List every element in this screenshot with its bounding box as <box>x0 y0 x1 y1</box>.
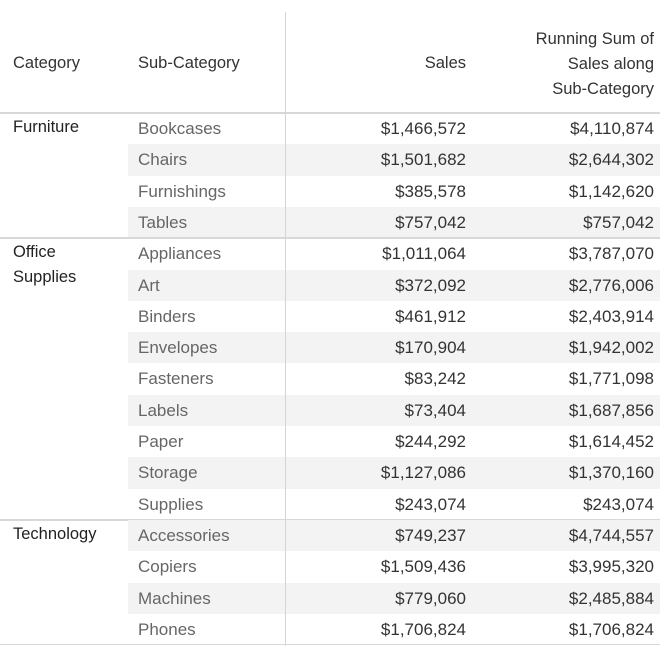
row-stripe <box>128 332 660 364</box>
sub-category-cell[interactable]: Storage <box>138 463 198 483</box>
category-label-line: Supplies <box>13 268 77 287</box>
sub-category-cell[interactable]: Binders <box>138 306 196 326</box>
table-row: Labels $73,404 $1,687,856 <box>0 394 660 426</box>
header-sub-category[interactable]: Sub-Category <box>138 54 240 72</box>
table-row: Chairs $1,501,682 $2,644,302 <box>0 144 660 176</box>
sub-category-cell[interactable]: Bookcases <box>138 119 222 138</box>
header-running-sum-line: Sub-Category <box>552 80 654 98</box>
running-sum-cell[interactable]: $1,370,160 <box>568 463 654 483</box>
table-row: Machines $779,060 $2,485,884 <box>0 582 660 614</box>
sub-category-cell[interactable]: Machines <box>138 588 211 608</box>
category-label-line: Technology <box>13 524 97 543</box>
row-stripe <box>128 457 660 489</box>
header-divider <box>0 112 660 114</box>
row-stripe <box>128 519 660 552</box>
table-row: Paper $244,292 $1,614,452 <box>0 426 660 457</box>
sales-cell[interactable]: $1,127,086 <box>380 463 466 483</box>
sales-cell[interactable]: $461,912 <box>395 306 466 326</box>
group-divider <box>0 644 660 646</box>
table-row: Accessories $749,237 $4,744,557 <box>0 519 660 552</box>
category-cell[interactable]: Furniture <box>13 115 123 140</box>
sales-cell[interactable]: $749,237 <box>395 525 466 545</box>
sales-cell[interactable]: $243,074 <box>395 494 466 514</box>
running-sum-cell[interactable]: $2,776,006 <box>568 275 654 295</box>
table-row: Envelopes $170,904 $1,942,002 <box>0 332 660 364</box>
table-row: Tables $757,042 $757,042 <box>0 206 660 239</box>
sub-category-cell[interactable]: Art <box>138 275 160 295</box>
running-sum-cell[interactable]: $1,942,002 <box>568 338 654 358</box>
row-stripe <box>128 394 660 426</box>
row-stripe <box>128 144 660 176</box>
header-running-sum-line: Running Sum of <box>535 30 654 48</box>
sales-cell[interactable]: $1,501,682 <box>380 150 466 170</box>
sub-category-cell[interactable]: Accessories <box>138 525 230 545</box>
sub-category-cell[interactable]: Paper <box>138 432 184 451</box>
sub-category-cell[interactable]: Phones <box>138 619 196 639</box>
header-category[interactable]: Category <box>13 54 80 72</box>
column-divider <box>285 12 286 646</box>
sub-category-cell[interactable]: Labels <box>138 400 189 420</box>
header-running-sum-line: Sales along <box>567 55 654 73</box>
sub-category-cell[interactable]: Copiers <box>138 557 197 577</box>
sub-category-cell[interactable]: Supplies <box>138 494 204 514</box>
sub-category-cell[interactable]: Fasteners <box>138 369 214 389</box>
running-sum-cell[interactable]: $1,687,856 <box>568 400 654 420</box>
sales-cell[interactable]: $83,242 <box>404 369 466 389</box>
running-sum-cell[interactable]: $1,771,098 <box>568 369 654 389</box>
table-row: Binders $461,912 $2,403,914 <box>0 301 660 332</box>
group-divider <box>0 237 660 240</box>
sales-cell[interactable]: $1,466,572 <box>380 119 466 138</box>
running-sum-cell[interactable]: $1,614,452 <box>568 432 654 451</box>
running-sum-cell[interactable]: $1,142,620 <box>568 181 654 201</box>
category-label-line: Furniture <box>13 118 80 136</box>
running-sum-cell[interactable]: $243,074 <box>583 494 654 514</box>
sales-cell[interactable]: $1,706,824 <box>380 619 466 639</box>
table-row: Phones $1,706,824 $1,706,824 <box>0 614 660 645</box>
table-row: Bookcases $1,466,572 $4,110,874 <box>0 113 660 144</box>
sales-cell[interactable]: $757,042 <box>395 212 466 232</box>
table-row: Storage $1,127,086 $1,370,160 <box>0 457 660 489</box>
sales-cell[interactable]: $1,011,064 <box>382 244 466 264</box>
sales-cell[interactable]: $244,292 <box>395 432 466 451</box>
sales-cell[interactable]: $372,092 <box>395 275 466 295</box>
running-sum-cell[interactable]: $3,787,070 <box>568 244 654 264</box>
category-label-line: Office <box>13 243 56 262</box>
sub-category-cell[interactable]: Envelopes <box>138 338 218 358</box>
running-sum-cell[interactable]: $1,706,824 <box>568 619 654 639</box>
running-sum-cell[interactable]: $2,485,884 <box>568 588 654 608</box>
running-sum-cell[interactable]: $3,995,320 <box>568 557 654 577</box>
running-sum-cell[interactable]: $4,744,557 <box>568 525 654 545</box>
running-sum-cell[interactable]: $2,403,914 <box>568 306 654 326</box>
row-stripe <box>128 269 660 301</box>
sub-category-cell[interactable]: Chairs <box>138 150 188 170</box>
running-sum-cell[interactable]: $4,110,874 <box>570 119 654 138</box>
running-sum-cell[interactable]: $2,644,302 <box>568 150 654 170</box>
row-stripe <box>128 582 660 614</box>
running-sum-cell[interactable]: $757,042 <box>583 212 654 232</box>
header-sales[interactable]: Sales <box>424 54 466 72</box>
table-row: Furnishings $385,578 $1,142,620 <box>0 176 660 207</box>
category-cell[interactable]: Office Supplies <box>13 240 123 290</box>
sub-category-cell[interactable]: Furnishings <box>138 181 226 201</box>
table-row: Appliances $1,011,064 $3,787,070 <box>0 238 660 269</box>
header-running-sum[interactable]: Running Sum of Sales along Sub-Category <box>536 27 654 102</box>
sub-category-cell[interactable]: Tables <box>138 212 188 232</box>
row-stripe <box>128 206 660 239</box>
category-cell[interactable]: Technology <box>13 522 123 547</box>
table-row: Art $372,092 $2,776,006 <box>0 269 660 301</box>
sales-cell[interactable]: $170,904 <box>395 338 466 358</box>
sales-cell[interactable]: $779,060 <box>395 588 466 608</box>
table-row: Copiers $1,509,436 $3,995,320 <box>0 551 660 582</box>
sales-cell[interactable]: $73,404 <box>404 400 466 420</box>
sales-cell[interactable]: $1,509,436 <box>380 557 466 577</box>
sales-cell[interactable]: $385,578 <box>395 181 466 201</box>
table-row: Fasteners $83,242 $1,771,098 <box>0 363 660 394</box>
sub-category-cell[interactable]: Appliances <box>138 244 222 264</box>
table-row: Supplies $243,074 $243,074 <box>0 489 660 520</box>
